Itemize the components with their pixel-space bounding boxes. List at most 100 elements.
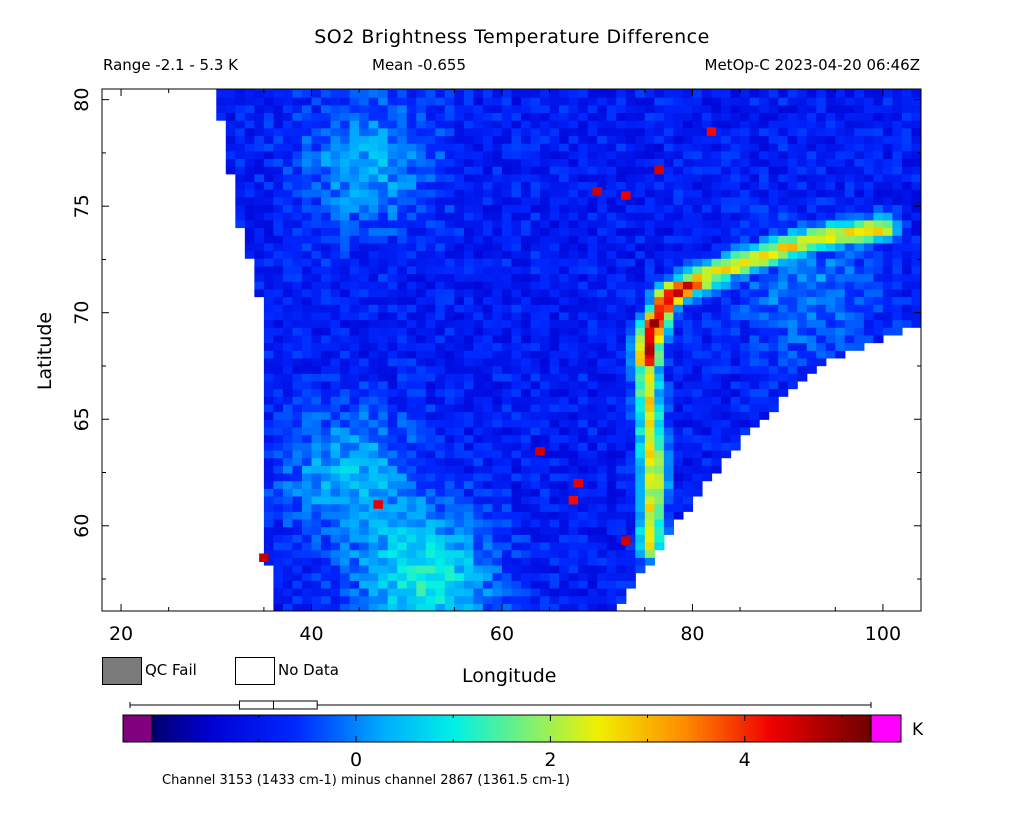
heatmap-cell: [759, 112, 770, 121]
heatmap-cell: [597, 219, 608, 229]
heatmap-cell: [644, 534, 655, 543]
heatmap-cell: [549, 158, 560, 167]
heatmap-cell: [397, 227, 408, 236]
heatmap-cell: [378, 196, 389, 206]
heatmap-cell: [568, 158, 579, 167]
heatmap-cell: [863, 120, 874, 129]
heatmap-cell: [692, 388, 703, 397]
heatmap-cell: [797, 273, 808, 282]
heatmap-cell: [882, 258, 894, 267]
heatmap-cell: [244, 89, 255, 91]
heatmap-cell: [816, 104, 827, 114]
heatmap-cell: [559, 296, 570, 305]
heatmap-cell: [682, 120, 694, 129]
colorbar-segment: [247, 715, 252, 742]
heatmap-cell: [301, 434, 313, 443]
heatmap-cell: [511, 97, 522, 106]
heatmap-cell: [806, 181, 817, 190]
heatmap-cell: [387, 173, 398, 183]
colorbar-segment: [313, 715, 318, 742]
heatmap-cell: [682, 449, 694, 459]
heatmap-cell: [244, 120, 255, 129]
heatmap-cell: [625, 434, 636, 443]
heatmap-cell: [273, 365, 284, 374]
heatmap-cell: [911, 135, 921, 144]
heatmap-cell: [340, 304, 351, 313]
colorbar-segment: [250, 715, 255, 742]
heatmap-cell: [282, 350, 294, 359]
heatmap-cell: [692, 296, 703, 305]
heatmap-cell: [654, 457, 665, 466]
heatmap-cell: [740, 89, 751, 91]
heatmap-cell: [730, 403, 741, 413]
heatmap-cell: [616, 518, 627, 528]
heatmap-cell: [501, 603, 513, 611]
heatmap-cell: [216, 89, 227, 91]
heatmap-cell: [663, 112, 674, 121]
heatmap-cell: [254, 288, 265, 298]
heatmap-cell: [740, 189, 751, 198]
heatmap-cell: [368, 572, 379, 581]
heatmap-cell: [778, 89, 789, 91]
heatmap-cell: [368, 319, 379, 328]
heatmap-cell: [673, 357, 684, 367]
heatmap-cell: [282, 135, 294, 144]
heatmap-cell: [435, 564, 446, 574]
heatmap-cell: [492, 89, 503, 91]
heatmap-cell: [311, 311, 322, 321]
heatmap-cell: [473, 288, 484, 298]
heatmap-cell: [530, 273, 541, 282]
heatmap-cell: [663, 242, 674, 252]
heatmap-cell: [797, 97, 808, 106]
heatmap-cell: [578, 541, 589, 551]
heatmap-cell: [273, 572, 284, 581]
heatmap-cell: [844, 304, 855, 313]
heatmap-cell: [263, 189, 275, 198]
heatmap-cell: [273, 288, 284, 298]
heatmap-cell: [263, 472, 275, 482]
heatmap-cell: [644, 265, 655, 275]
heatmap-cell: [378, 127, 389, 137]
heatmap-cell: [568, 457, 579, 466]
heatmap-cell: [330, 442, 341, 451]
heatmap-cell: [349, 396, 360, 405]
heatmap-cell: [654, 495, 665, 505]
heatmap-cell: [540, 564, 551, 574]
heatmap-cell: [549, 457, 560, 466]
heatmap-cell: [911, 112, 921, 121]
heatmap-cell: [797, 181, 808, 190]
heatmap-cell: [882, 166, 894, 175]
heatmap-cell: [797, 143, 808, 152]
heatmap-cell: [444, 365, 455, 374]
heatmap-cell: [282, 97, 294, 106]
heatmap-cell: [406, 442, 417, 451]
heatmap-cell: [578, 518, 589, 528]
heatmap-cell: [892, 311, 903, 321]
heatmap-cell: [359, 534, 370, 543]
heatmap-cell: [559, 357, 570, 367]
heatmap-cell: [359, 587, 370, 597]
heatmap-cell: [835, 265, 846, 275]
heatmap-cell: [606, 595, 617, 604]
heatmap-cell: [654, 97, 665, 106]
heatmap-cell: [416, 357, 427, 367]
heatmap-cell: [273, 204, 284, 213]
heatmap-cell: [463, 311, 475, 321]
heatmap-cell: [397, 281, 408, 290]
heatmap-cell: [635, 227, 646, 236]
heatmap-cell: [797, 227, 808, 236]
heatmap-cell: [825, 135, 836, 144]
heatmap-cell: [435, 350, 446, 359]
heatmap-cell: [340, 120, 351, 129]
heatmap-cell: [273, 127, 284, 137]
heatmap-cell: [425, 334, 436, 344]
heatmap-cell: [501, 411, 513, 420]
heatmap-cell: [663, 89, 674, 98]
heatmap-cell: [540, 273, 551, 282]
heatmap-cell: [759, 304, 770, 313]
heatmap-cell: [301, 173, 313, 183]
heatmap-cell: [654, 143, 665, 152]
colorbar-segment: [175, 715, 180, 742]
colorbar-segment: [475, 715, 480, 742]
heatmap-cell: [473, 442, 484, 451]
